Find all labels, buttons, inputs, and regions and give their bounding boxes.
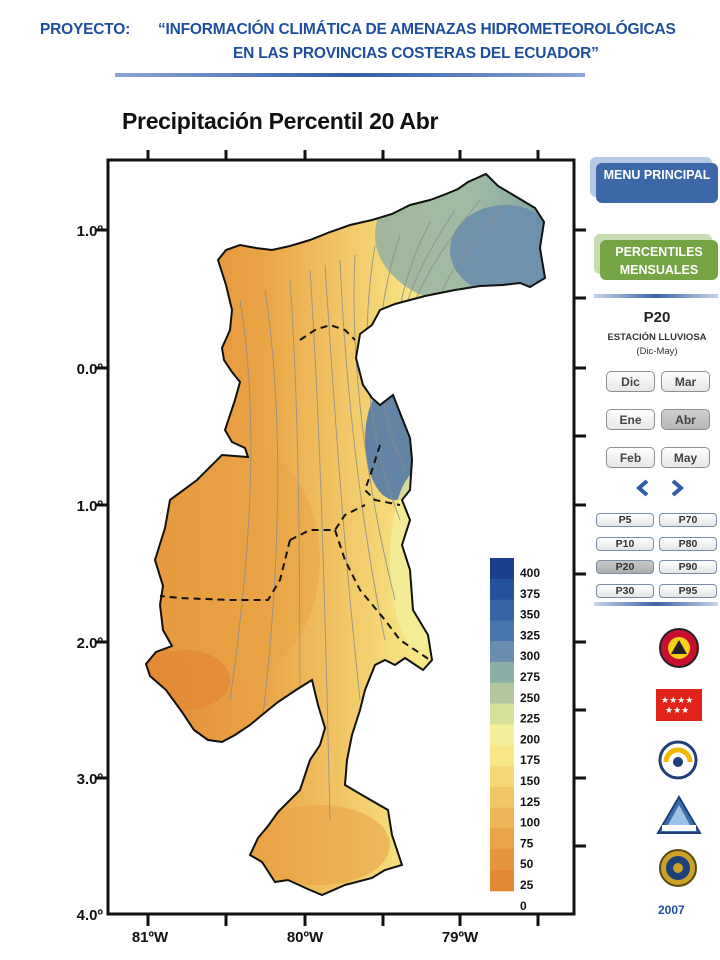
percentile-button-p95[interactable]: P95: [659, 584, 717, 598]
percentile-button-p70[interactable]: P70: [659, 513, 717, 527]
axis-ticks: [96, 150, 586, 926]
precipitation-map: 1.0º 0.0º 1.0º 2.0º 3.0º 4.0º 81ºW 80ºW …: [77, 150, 586, 946]
legend-label: 375: [520, 587, 540, 601]
legend-label: 400: [520, 566, 540, 580]
lon-label: 81ºW: [132, 929, 169, 946]
previous-arrow-icon[interactable]: [634, 479, 652, 497]
lon-label: 79ºW: [442, 929, 479, 946]
percentile-button-p80[interactable]: P80: [659, 537, 717, 551]
legend-swatch: [490, 578, 514, 601]
svg-text:★★★: ★★★: [665, 706, 689, 716]
project-title-line-1: “INFORMACIÓN CLIMÁTICA DE AMENAZAS HIDRO…: [158, 21, 676, 38]
legend-swatch: [490, 703, 514, 725]
svg-text:★★★★: ★★★★: [661, 696, 693, 706]
legend-swatch: [490, 620, 514, 642]
inamhi-logo-icon: [656, 795, 702, 834]
legend-label: 325: [520, 628, 540, 642]
monthly-percentiles-button[interactable]: PERCENTILES MENSUALES: [600, 240, 718, 280]
legend-swatch: [490, 786, 514, 809]
legend-swatch: [490, 641, 514, 663]
legend-swatch: [490, 724, 514, 746]
lon-label: 80ºW: [287, 929, 324, 946]
legend-swatch: [490, 807, 514, 829]
legend-swatch: [490, 558, 514, 580]
legend-label: 125: [520, 795, 540, 809]
percentile-button-p20[interactable]: P20: [596, 560, 654, 574]
month-button-dic[interactable]: Dic: [606, 371, 655, 392]
month-button-may[interactable]: May: [661, 447, 710, 468]
month-button-abr[interactable]: Abr: [661, 409, 710, 430]
legend-swatch: [490, 662, 514, 684]
lat-label: 4.0º: [77, 907, 104, 924]
coastline-outline: [144, 172, 547, 897]
percentile-button-p90[interactable]: P90: [659, 560, 717, 574]
lat-label: 0.0º: [77, 361, 104, 378]
agency-logo-icon: [658, 740, 698, 780]
legend-label: 50: [520, 857, 534, 871]
header-rule: [115, 73, 585, 77]
percentile-button-p5[interactable]: P5: [596, 513, 654, 527]
legend-label: 100: [520, 816, 540, 830]
legend-swatch: [490, 599, 514, 621]
legend-label: 200: [520, 732, 540, 746]
project-label: PROYECTO:: [40, 21, 131, 38]
project-title-line-2: EN LAS PROVINCIAS COSTERAS DEL ECUADOR”: [233, 45, 599, 62]
current-percentile-title: P20: [643, 309, 671, 326]
emergency-logo-icon: [659, 628, 699, 668]
legend-label: 275: [520, 670, 540, 684]
lat-label: 1.0º: [77, 498, 104, 515]
legend-label: 175: [520, 753, 540, 767]
lat-label: 2.0º: [77, 635, 104, 652]
sidebar-divider: [594, 294, 718, 298]
legend-swatch: [490, 849, 514, 871]
legend-label: 225: [520, 712, 540, 726]
season-range: (Dic-May): [636, 346, 678, 357]
season-label: ESTACIÓN LLUVIOSA: [607, 332, 707, 343]
lat-label: 1.0º: [77, 223, 104, 240]
legend-label: 300: [520, 649, 540, 663]
navy-seal-logo-icon: [659, 849, 697, 887]
legend-label: 0: [520, 899, 527, 913]
month-button-mar[interactable]: Mar: [661, 371, 710, 392]
legend-label: 250: [520, 691, 540, 705]
page-header: PROYECTO: “INFORMACIÓN CLIMÁTICA DE AMENA…: [0, 0, 720, 80]
percentile-button-p10[interactable]: P10: [596, 537, 654, 551]
flag-logo-icon: ★★★★★★★: [656, 689, 702, 721]
color-legend: 4003753503253002752502252001751501251007…: [490, 558, 540, 913]
legend-label: 350: [520, 608, 540, 622]
header-line-1: PROYECTO: “INFORMACIÓN CLIMÁTICA DE AMENA…: [40, 21, 676, 39]
month-button-feb[interactable]: Feb: [606, 447, 655, 468]
legend-swatch: [490, 828, 514, 850]
main-menu-button[interactable]: MENU PRINCIPAL: [596, 163, 718, 203]
legend-swatch: [490, 682, 514, 705]
legend-swatch: [490, 870, 514, 892]
month-button-ene[interactable]: Ene: [606, 409, 655, 430]
province-borders: [159, 323, 431, 661]
map-title: Precipitación Percentil 20 Abr: [122, 108, 439, 134]
percentile-button-p30[interactable]: P30: [596, 584, 654, 598]
legend-label: 150: [520, 774, 540, 788]
legend-swatch: [490, 766, 514, 788]
lat-label: 3.0º: [77, 771, 104, 788]
legend-label: 25: [520, 878, 534, 892]
legend-label: 75: [520, 836, 534, 850]
year-label: 2007: [658, 903, 685, 917]
legend-swatch: [490, 745, 514, 767]
next-arrow-icon[interactable]: [668, 479, 686, 497]
sidebar-divider: [594, 602, 718, 606]
